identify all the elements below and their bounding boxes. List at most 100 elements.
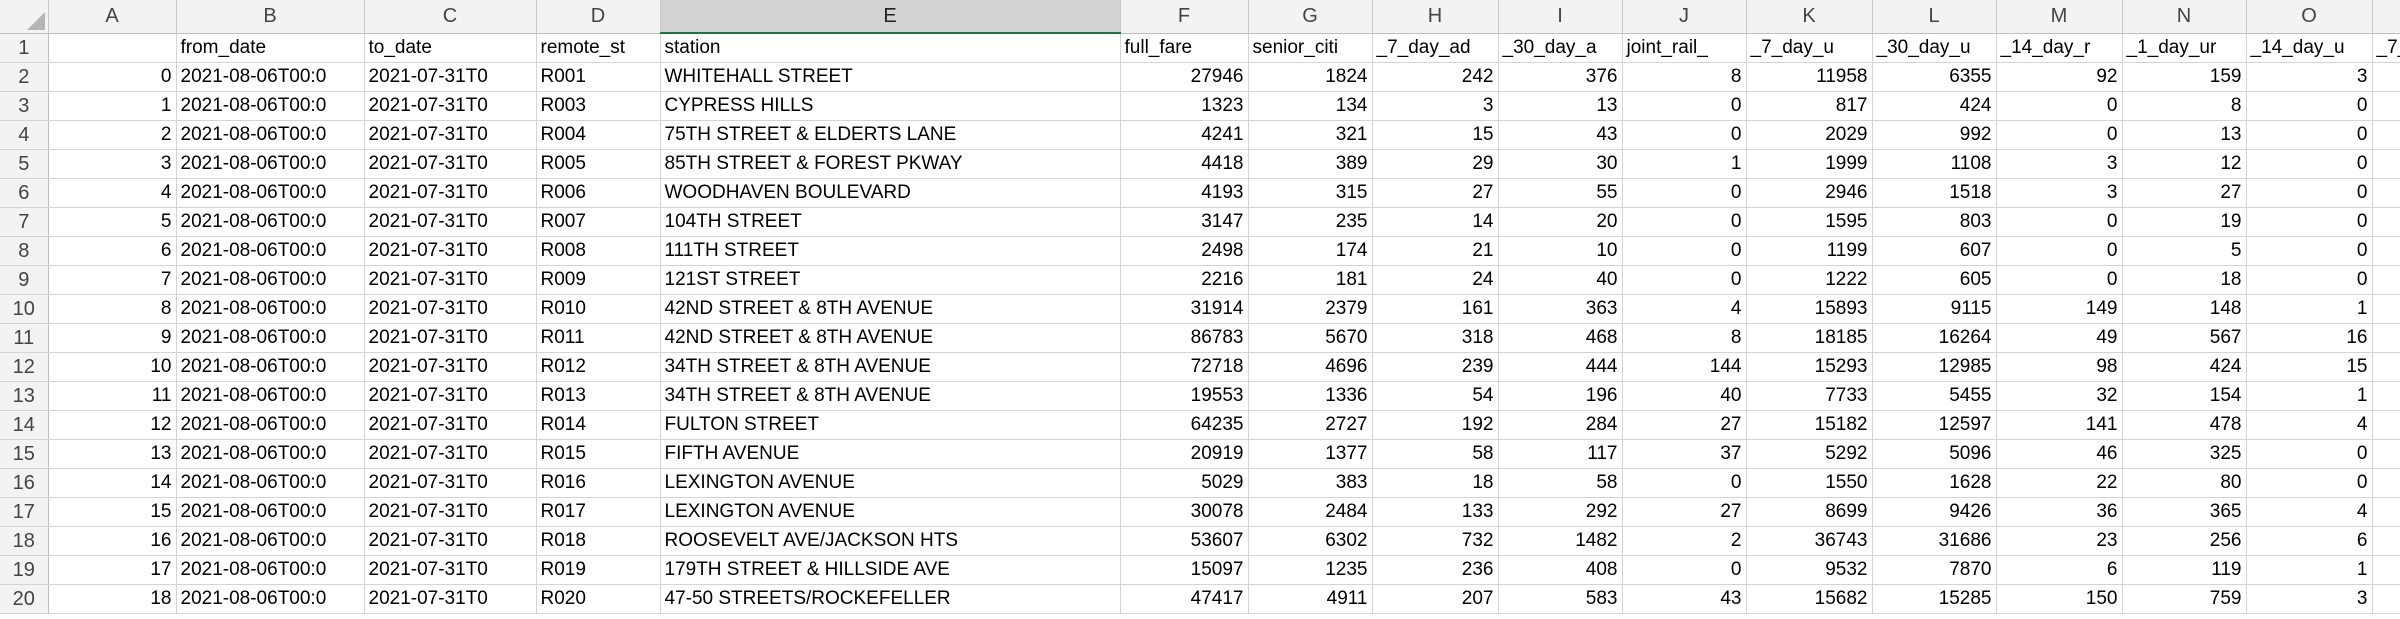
cell-e[interactable]: 34TH STREET & 8TH AVENUE — [660, 352, 1121, 382]
cell-n[interactable]: 119 — [2122, 555, 2247, 585]
cell-n[interactable]: 13 — [2122, 120, 2247, 150]
cell-b[interactable]: 2021-08-06T00:0 — [176, 439, 365, 469]
cell-i[interactable]: 292 — [1498, 497, 1623, 527]
row-header[interactable]: 3 — [0, 91, 49, 121]
cell-e[interactable]: 121ST STREET — [660, 265, 1121, 295]
cell-g[interactable]: 1235 — [1248, 555, 1373, 585]
cell-f[interactable]: 2216 — [1120, 265, 1249, 295]
cell-a[interactable]: 4 — [48, 178, 177, 208]
cell-h[interactable]: 15 — [1372, 120, 1499, 150]
cell-h[interactable]: 18 — [1372, 468, 1499, 498]
column-header-o[interactable]: O — [2246, 0, 2373, 34]
cell-a[interactable]: 7 — [48, 265, 177, 295]
cell-f[interactable]: 1323 — [1120, 91, 1249, 121]
cell-o[interactable]: 15 — [2246, 352, 2373, 382]
cell-l[interactable]: 12985 — [1872, 352, 1997, 382]
cell-c[interactable]: 2021-07-31T0 — [364, 149, 537, 179]
cell-m[interactable]: 98 — [1996, 352, 2123, 382]
cell-a[interactable]: 14 — [48, 468, 177, 498]
cell-f[interactable]: 5029 — [1120, 468, 1249, 498]
cell-j[interactable]: 0 — [1622, 91, 1747, 121]
cell-h[interactable]: 24 — [1372, 265, 1499, 295]
cell-f[interactable]: 30078 — [1120, 497, 1249, 527]
cell-i[interactable]: 117 — [1498, 439, 1623, 469]
cell-p[interactable]: 48 — [2372, 410, 2400, 440]
cell-a[interactable]: 17 — [48, 555, 177, 585]
cell-b[interactable]: 2021-08-06T00:0 — [176, 526, 365, 556]
cell-n[interactable]: 5 — [2122, 236, 2247, 266]
cell-e[interactable]: LEXINGTON AVENUE — [660, 497, 1121, 527]
cell-k[interactable]: 18185 — [1746, 323, 1873, 353]
cell-g[interactable]: 2484 — [1248, 497, 1373, 527]
cell-k[interactable]: 8699 — [1746, 497, 1873, 527]
cell-g[interactable]: 2379 — [1248, 294, 1373, 324]
cell-b[interactable]: 2021-08-06T00:0 — [176, 323, 365, 353]
cell-f[interactable]: 15097 — [1120, 555, 1249, 585]
cell-j[interactable]: 0 — [1622, 178, 1747, 208]
cell-p[interactable]: 15 — [2372, 526, 2400, 556]
cell-p[interactable]: 0 — [2372, 265, 2400, 295]
cell-a[interactable]: 9 — [48, 323, 177, 353]
cell-i[interactable]: 20 — [1498, 207, 1623, 237]
cell-n[interactable]: 478 — [2122, 410, 2247, 440]
cell-d[interactable]: R008 — [536, 236, 661, 266]
cell-n[interactable]: 18 — [2122, 265, 2247, 295]
cell-m[interactable]: 141 — [1996, 410, 2123, 440]
cell-o[interactable]: 1 — [2246, 381, 2373, 411]
cell-d[interactable]: R009 — [536, 265, 661, 295]
cell-c[interactable]: 2021-07-31T0 — [364, 410, 537, 440]
header-cell-f[interactable]: full_fare — [1120, 33, 1249, 63]
cell-d[interactable]: R017 — [536, 497, 661, 527]
cell-j[interactable]: 27 — [1622, 410, 1747, 440]
row-header[interactable]: 8 — [0, 236, 49, 266]
cell-g[interactable]: 134 — [1248, 91, 1373, 121]
cell-j[interactable]: 0 — [1622, 207, 1747, 237]
cell-f[interactable]: 27946 — [1120, 62, 1249, 92]
cell-i[interactable]: 10 — [1498, 236, 1623, 266]
cell-l[interactable]: 605 — [1872, 265, 1997, 295]
cell-b[interactable]: 2021-08-06T00:0 — [176, 265, 365, 295]
cell-g[interactable]: 315 — [1248, 178, 1373, 208]
column-header-m[interactable]: M — [1996, 0, 2123, 34]
cell-o[interactable]: 0 — [2246, 178, 2373, 208]
cell-d[interactable]: R016 — [536, 468, 661, 498]
cell-l[interactable]: 5455 — [1872, 381, 1997, 411]
cell-a[interactable]: 10 — [48, 352, 177, 382]
cell-l[interactable]: 607 — [1872, 236, 1997, 266]
cell-c[interactable]: 2021-07-31T0 — [364, 62, 537, 92]
cell-m[interactable]: 150 — [1996, 584, 2123, 614]
row-header[interactable]: 15 — [0, 439, 49, 469]
row-header[interactable]: 10 — [0, 294, 49, 324]
cell-m[interactable]: 22 — [1996, 468, 2123, 498]
cell-h[interactable]: 27 — [1372, 178, 1499, 208]
header-cell-p[interactable]: _7_day_ex — [2372, 33, 2400, 63]
cell-a[interactable]: 8 — [48, 294, 177, 324]
cell-l[interactable]: 1628 — [1872, 468, 1997, 498]
cell-k[interactable]: 15682 — [1746, 584, 1873, 614]
cell-j[interactable]: 8 — [1622, 323, 1747, 353]
cell-j[interactable]: 43 — [1622, 584, 1747, 614]
cell-k[interactable]: 1199 — [1746, 236, 1873, 266]
cell-k[interactable]: 15893 — [1746, 294, 1873, 324]
header-cell-m[interactable]: _14_day_r — [1996, 33, 2123, 63]
cell-h[interactable]: 207 — [1372, 584, 1499, 614]
header-cell-l[interactable]: _30_day_u — [1872, 33, 1997, 63]
cell-k[interactable]: 2946 — [1746, 178, 1873, 208]
cell-f[interactable]: 4241 — [1120, 120, 1249, 150]
cell-j[interactable]: 0 — [1622, 468, 1747, 498]
cell-a[interactable]: 16 — [48, 526, 177, 556]
cell-f[interactable]: 86783 — [1120, 323, 1249, 353]
cell-h[interactable]: 29 — [1372, 149, 1499, 179]
header-cell-c[interactable]: to_date — [364, 33, 537, 63]
cell-g[interactable]: 174 — [1248, 236, 1373, 266]
cell-n[interactable]: 424 — [2122, 352, 2247, 382]
cell-k[interactable]: 9532 — [1746, 555, 1873, 585]
cell-p[interactable]: 0 — [2372, 207, 2400, 237]
cell-d[interactable]: R012 — [536, 352, 661, 382]
cell-b[interactable]: 2021-08-06T00:0 — [176, 352, 365, 382]
cell-g[interactable]: 235 — [1248, 207, 1373, 237]
cell-d[interactable]: R019 — [536, 555, 661, 585]
cell-l[interactable]: 16264 — [1872, 323, 1997, 353]
header-cell-n[interactable]: _1_day_ur — [2122, 33, 2247, 63]
